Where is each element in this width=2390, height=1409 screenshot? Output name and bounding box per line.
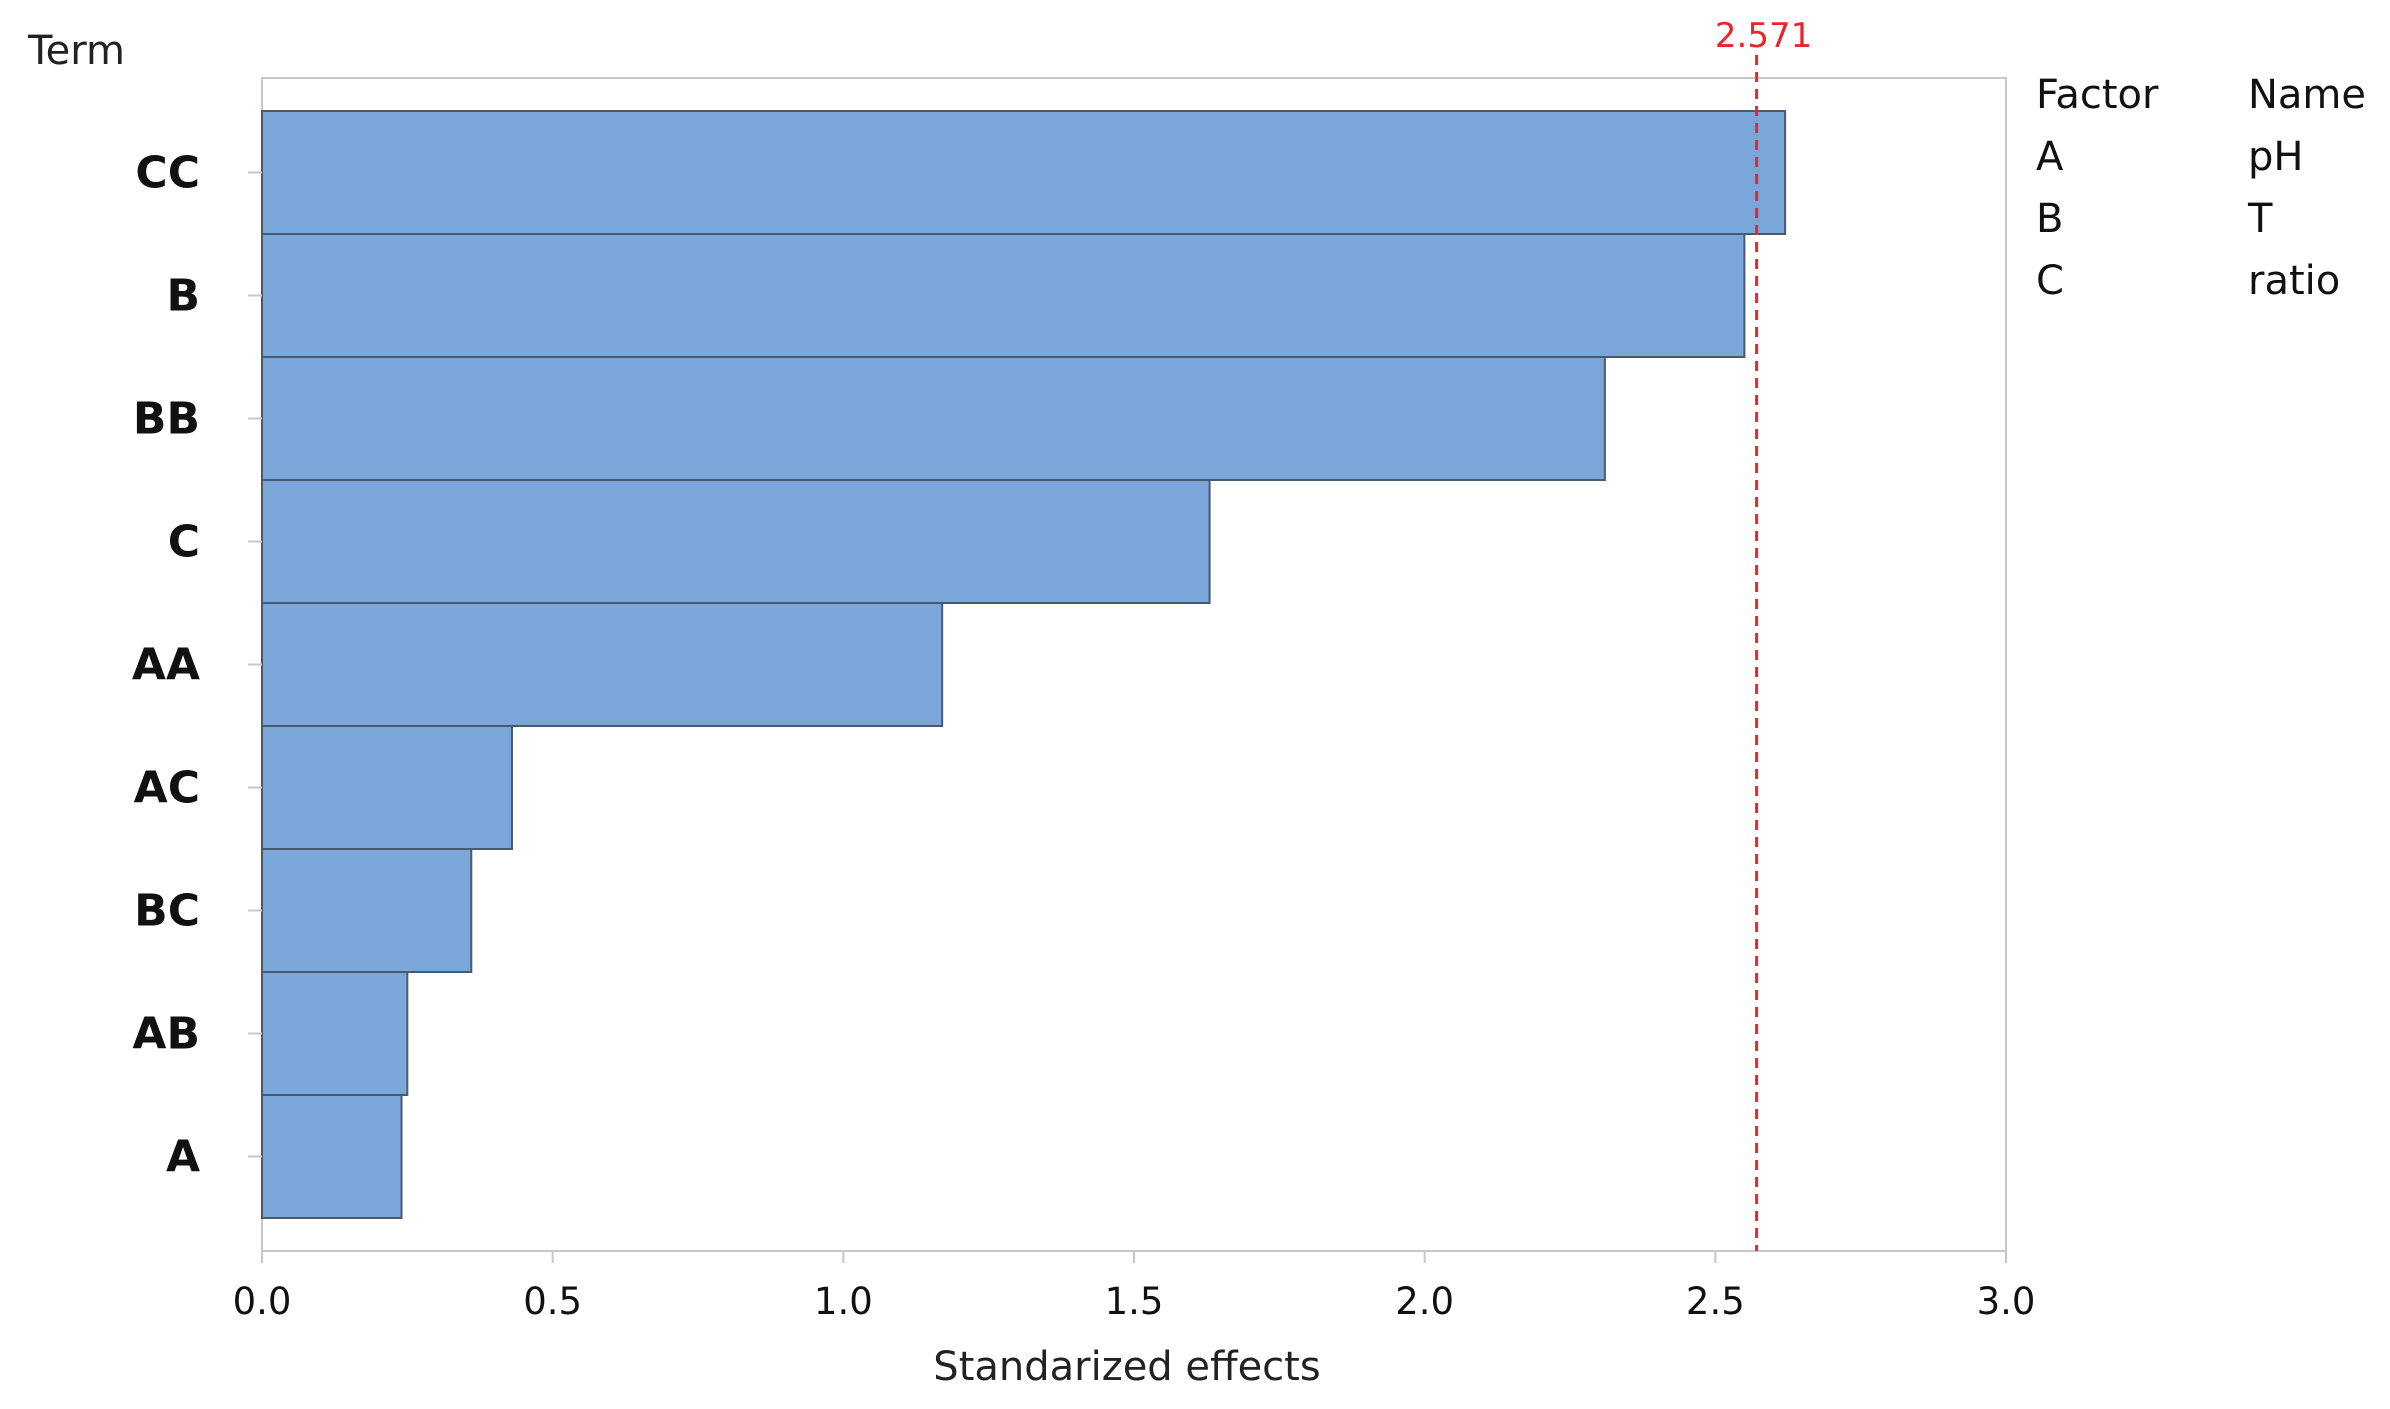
y-tick-label-aa: AA [132,640,200,691]
factor-legend: Factor Name A pH B T C ratio [2036,72,2366,304]
legend-factor-c: C [2036,258,2064,304]
bar-b [261,233,1746,358]
bar-c [261,479,1211,604]
x-tick-label: 0.5 [523,1280,582,1323]
bar-bc [261,848,473,973]
bar-cc [261,110,1787,235]
x-tick-label: 2.0 [1395,1280,1454,1323]
legend-name-b: T [2247,196,2273,242]
y-axis-title: Term [27,28,125,74]
x-tick-label: 3.0 [1977,1280,2036,1323]
legend-header-name: Name [2248,72,2366,118]
y-tick-label-bb: BB [133,394,200,445]
bar-ab [261,971,409,1096]
legend-name-c: ratio [2248,258,2340,304]
y-tick-label-c: C [168,517,200,568]
bar-bb [261,356,1606,481]
bar-aa [261,602,944,727]
legend-name-a: pH [2248,134,2303,180]
y-tick-label-cc: CC [135,148,200,199]
reference-line-label: 2.571 [1715,16,1812,56]
bars-group [261,110,1787,1219]
y-tick-label-bc: BC [134,886,200,937]
legend-header-factor: Factor [2036,72,2159,118]
legend-factor-a: A [2036,134,2064,180]
bar-ac [261,725,513,850]
bar-a [261,1094,403,1219]
y-tick-label-a: A [166,1132,200,1183]
y-tick-label-ab: AB [132,1009,200,1060]
legend-factor-b: B [2036,196,2063,242]
x-tick-label: 1.0 [814,1280,873,1323]
x-tick-label: 1.5 [1105,1280,1164,1323]
x-ticks-group: 0.0 0.5 1.0 1.5 2.0 2.5 3.0 [233,1251,2036,1323]
x-tick-label: 0.0 [233,1280,292,1323]
y-tick-label-ac: AC [134,763,200,814]
y-tick-label-b: B [166,271,200,322]
x-axis-title: Standarized effects [933,1344,1320,1390]
x-tick-label: 2.5 [1686,1280,1745,1323]
